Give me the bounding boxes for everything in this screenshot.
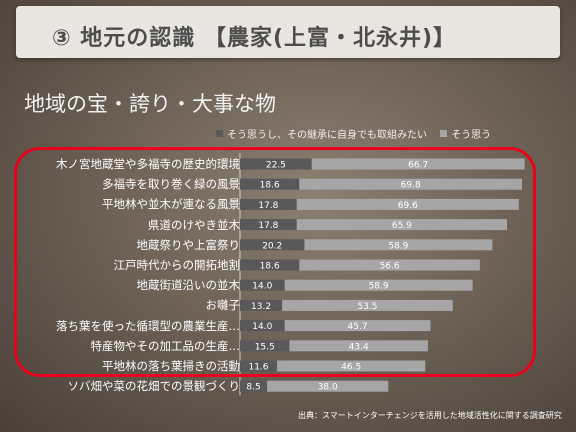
bar-segment-series-2 xyxy=(299,178,522,190)
bar-segment-series-2 xyxy=(299,259,480,271)
bar-segment-series-2 xyxy=(296,198,519,210)
category-label: 特産物やその加工品の生産… xyxy=(90,338,241,353)
highlight-frame xyxy=(14,147,536,377)
category-label: 多福寺を取り巻く緑の風景 xyxy=(102,177,240,192)
category-label: 地蔵街道沿いの並木 xyxy=(136,278,241,293)
legend-label-series-2: そう思う xyxy=(451,130,492,141)
category-label: 江戸時代からの開拓地割 xyxy=(113,258,241,272)
data-label-series-1: 15.5 xyxy=(255,342,275,352)
bar-segment-series-2 xyxy=(296,219,508,231)
source-note: 出典：スマートインターチェンジを活用した地域活性化に関する調査研究 xyxy=(298,411,562,420)
data-label-series-2: 56.6 xyxy=(380,262,400,272)
bar-segment-series-2 xyxy=(284,279,473,291)
category-label: 平地林や並木が連なる風景 xyxy=(102,197,240,212)
bar-segment-series-2 xyxy=(282,299,453,311)
bar-segment-series-1 xyxy=(240,320,285,332)
bar-segment-series-1 xyxy=(240,219,297,231)
category-label: 平地林の落ち葉掃きの活動 xyxy=(102,359,240,373)
data-label-series-1: 14.0 xyxy=(252,322,272,332)
bar-segment-series-1 xyxy=(240,259,300,271)
bar-segment-series-2 xyxy=(311,158,525,170)
data-label-series-1: 22.5 xyxy=(266,161,286,171)
category-label: お囃子 xyxy=(205,298,241,313)
data-label-series-1: 11.6 xyxy=(248,363,268,373)
data-label-series-1: 17.8 xyxy=(258,221,278,231)
page-title: ③ 地元の認識 【農家(上富・北永井)】 xyxy=(52,26,457,51)
data-label-series-1: 14.0 xyxy=(252,282,272,292)
data-label-series-1: 18.6 xyxy=(260,262,280,272)
legend-label-series-1: そう思うし、その継承に自身でも取組みたい xyxy=(227,130,427,141)
data-label-series-1: 17.8 xyxy=(258,201,278,211)
data-label-series-2: 69.8 xyxy=(401,181,421,191)
data-label-series-1: 20.2 xyxy=(262,241,282,251)
title-banner: ③ 地元の認識 【農家(上富・北永井)】 xyxy=(16,6,560,58)
legend-swatch-series-2 xyxy=(440,130,448,137)
data-label-series-2: 69.6 xyxy=(398,201,418,211)
bar-segment-series-1 xyxy=(240,178,300,190)
category-label: 県道のけやき並木 xyxy=(148,217,240,232)
bar-segment-series-2 xyxy=(304,239,493,251)
bar-segment-series-2 xyxy=(284,320,431,332)
legend-swatch-series-1 xyxy=(216,130,223,137)
bar-segment-series-1 xyxy=(240,158,312,170)
data-label-series-1: 18.6 xyxy=(260,181,280,191)
category-label: ソバ畑や菜の花畑での景観づくり xyxy=(67,379,241,394)
data-label-series-1: 13.2 xyxy=(251,302,271,312)
category-label: 木ノ宮地蔵堂や多福寺の歴史的環境 xyxy=(56,157,240,171)
data-label-series-1: 8.5 xyxy=(246,383,260,393)
data-label-series-2: 53.5 xyxy=(357,302,377,312)
chart-legend: そう思うし、その継承に自身でも取組みたい そう思う xyxy=(216,126,501,141)
bar-segment-series-1 xyxy=(240,279,285,291)
legend-item-series-1: そう思うし、その継承に自身でも取組みたい xyxy=(216,126,427,141)
bar-segment-series-1 xyxy=(240,198,297,210)
data-label-series-2: 66.7 xyxy=(408,161,428,171)
bar-segment-series-1 xyxy=(240,340,290,352)
category-label: 落ち葉を使った循環型の農業生産… xyxy=(56,318,240,333)
category-label: 地蔵祭りや上富祭り xyxy=(136,237,241,252)
bar-segment-series-1 xyxy=(240,239,305,251)
bar-segment-series-2 xyxy=(289,340,428,352)
bar-segment-series-2 xyxy=(277,360,426,372)
data-label-series-2: 43.4 xyxy=(349,342,369,352)
bar-segment-series-1 xyxy=(240,299,283,311)
chart-subtitle: 地域の宝・誇り・大事な物 xyxy=(24,92,276,116)
data-label-series-2: 38.0 xyxy=(318,383,338,393)
data-label-series-2: 45.7 xyxy=(348,322,368,332)
bar-segment-series-1 xyxy=(240,380,268,392)
data-label-series-2: 46.5 xyxy=(341,363,361,373)
bar-segment-series-1 xyxy=(240,360,278,372)
legend-item-series-2: そう思う xyxy=(440,126,491,141)
bar-segment-series-2 xyxy=(267,380,389,392)
data-label-series-2: 58.9 xyxy=(369,282,389,292)
data-label-series-2: 65.9 xyxy=(392,221,412,231)
data-label-series-2: 58.9 xyxy=(388,241,408,251)
